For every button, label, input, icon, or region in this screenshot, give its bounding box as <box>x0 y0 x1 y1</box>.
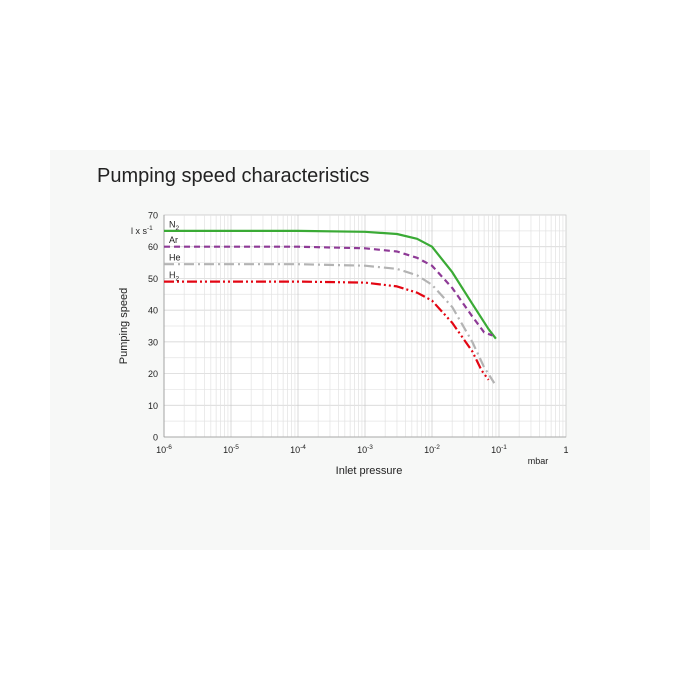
y-tick-label: 20 <box>148 369 158 379</box>
series-line-n2 <box>164 229 497 340</box>
y-tick-label: 50 <box>148 274 158 284</box>
labels: N2 Ar He H2 <box>169 219 181 282</box>
x-tick-label: 10-6 <box>156 444 172 455</box>
y-tick-label: 70 <box>148 211 158 221</box>
x-tick-label: 10-4 <box>290 444 306 455</box>
x-tick-label: 10-2 <box>424 444 440 455</box>
x-tick-label: 10-3 <box>357 444 373 455</box>
x-tick-label: 10-1 <box>491 444 507 455</box>
y-unit-label: l x s-1 <box>131 225 153 236</box>
axes: 0 10 20 30 40 50 60 70 10-6 10-5 10-4 10-3 10-2 10-1 1… <box>118 211 569 478</box>
y-tick-label: 40 <box>148 306 158 316</box>
series-label-n2: N2 <box>169 219 180 232</box>
series-label-h2: H2 <box>169 270 180 283</box>
x-tick-label: 10-5 <box>223 444 239 455</box>
series-lines <box>164 229 497 384</box>
series-line-h2 <box>164 280 490 381</box>
y-axis-title: Pumping speed <box>118 288 130 364</box>
x-axis-title: Inlet pressure <box>336 465 403 477</box>
series-label-he: He <box>169 253 181 263</box>
y-tick-label: 60 <box>148 242 158 252</box>
series-label-ar: Ar <box>169 235 178 245</box>
x-tick-label: 1 <box>563 445 568 455</box>
series-line-ar <box>164 245 493 337</box>
y-tick-label: 0 <box>153 433 158 443</box>
chart-title: Pumping speed characteristics <box>97 165 370 187</box>
x-unit-label: mbar <box>528 456 549 466</box>
y-tick-label: 10 <box>148 401 158 411</box>
y-tick-label: 30 <box>148 337 158 347</box>
series-line-he <box>164 263 496 384</box>
